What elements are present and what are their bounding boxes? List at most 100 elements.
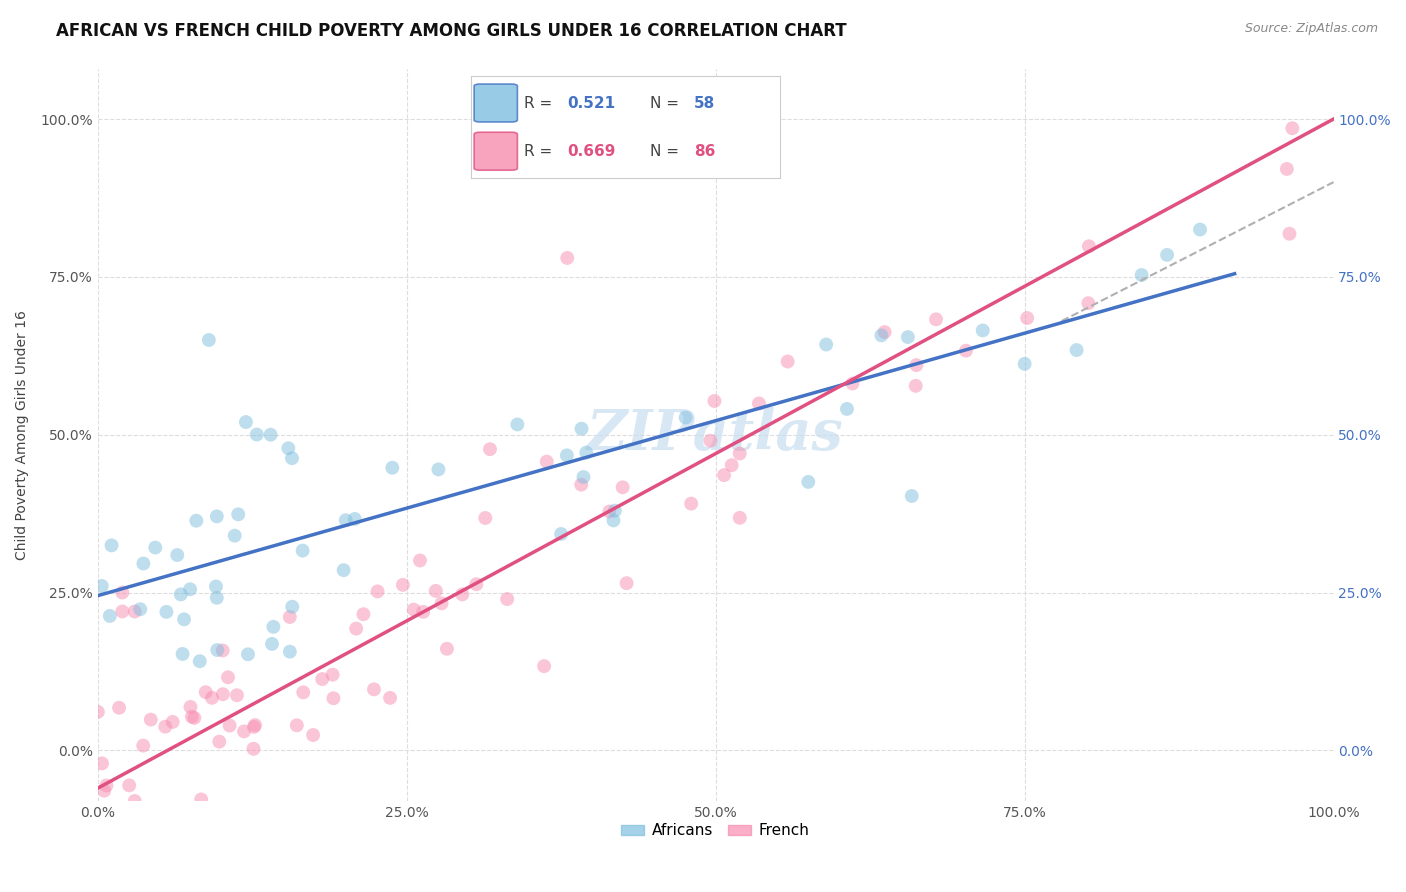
Point <box>186 514 208 528</box>
Point <box>402 602 425 616</box>
Text: N =: N = <box>651 96 685 111</box>
Point <box>124 605 146 619</box>
Point <box>675 410 697 425</box>
Text: 58: 58 <box>693 96 716 111</box>
Text: 86: 86 <box>693 145 716 160</box>
Point <box>427 462 450 476</box>
Point <box>430 596 453 610</box>
Point <box>1278 227 1301 241</box>
Point <box>392 578 415 592</box>
Point <box>212 687 235 701</box>
Point <box>603 503 626 517</box>
Point <box>612 480 634 494</box>
Point <box>322 667 344 681</box>
Point <box>720 458 742 473</box>
Point <box>728 446 751 460</box>
Point <box>201 690 224 705</box>
Point <box>138 807 160 822</box>
Point <box>451 587 474 601</box>
Text: 0.669: 0.669 <box>567 145 616 160</box>
Point <box>1014 357 1036 371</box>
Point <box>111 585 134 599</box>
Point <box>155 605 177 619</box>
Point <box>108 700 131 714</box>
Point <box>246 427 269 442</box>
Point <box>367 584 389 599</box>
Point <box>555 251 578 265</box>
Point <box>118 778 141 792</box>
Point <box>291 543 314 558</box>
Point <box>409 553 432 567</box>
Point <box>190 792 212 806</box>
Text: ZIPatlas: ZIPatlas <box>588 408 844 462</box>
Legend: Africans, French: Africans, French <box>614 817 815 845</box>
Point <box>139 713 162 727</box>
Point <box>235 415 257 429</box>
Point <box>1066 343 1088 357</box>
Point <box>311 672 333 686</box>
Point <box>536 455 558 469</box>
Point <box>904 379 927 393</box>
Point <box>478 442 501 457</box>
Point <box>841 376 863 391</box>
FancyBboxPatch shape <box>474 84 517 122</box>
Point <box>955 343 977 358</box>
Point <box>172 647 194 661</box>
Point <box>728 511 751 525</box>
Point <box>797 475 820 489</box>
Point <box>205 591 228 605</box>
Text: R =: R = <box>523 96 557 111</box>
Point <box>242 741 264 756</box>
Point <box>278 610 301 624</box>
Point <box>343 512 366 526</box>
Point <box>93 783 115 797</box>
Point <box>243 720 266 734</box>
Point <box>1189 222 1212 236</box>
Text: N =: N = <box>651 145 685 160</box>
Text: 0.521: 0.521 <box>567 96 614 111</box>
Point <box>425 583 447 598</box>
Point <box>224 528 246 542</box>
Point <box>91 756 114 771</box>
Text: AFRICAN VS FRENCH CHILD POVERTY AMONG GIRLS UNDER 16 CORRELATION CHART: AFRICAN VS FRENCH CHILD POVERTY AMONG GI… <box>56 22 846 40</box>
Point <box>96 779 118 793</box>
Point <box>335 513 357 527</box>
Point <box>285 718 308 732</box>
Point <box>575 445 598 459</box>
Point <box>436 641 458 656</box>
Point <box>703 394 725 409</box>
Point <box>699 434 721 448</box>
Point <box>571 422 593 436</box>
Point <box>835 401 858 416</box>
Point <box>569 477 592 491</box>
Point <box>281 451 304 466</box>
Point <box>236 648 259 662</box>
Point <box>129 602 152 616</box>
Point <box>1077 296 1099 310</box>
Point <box>598 504 620 518</box>
Point <box>344 622 367 636</box>
Point <box>1275 161 1298 176</box>
Point <box>226 688 249 702</box>
Point <box>179 699 201 714</box>
Point <box>233 724 256 739</box>
Point <box>378 690 401 705</box>
Point <box>180 710 202 724</box>
Point <box>259 427 281 442</box>
Point <box>292 685 315 699</box>
Point <box>533 659 555 673</box>
Point <box>681 497 703 511</box>
Point <box>897 330 920 344</box>
Point <box>124 794 146 808</box>
Point <box>139 805 162 820</box>
Point <box>226 508 249 522</box>
Point <box>281 599 304 614</box>
Point <box>900 489 922 503</box>
Point <box>278 645 301 659</box>
Point <box>332 563 354 577</box>
Point <box>474 511 496 525</box>
Point <box>353 607 375 622</box>
Point <box>381 460 404 475</box>
Point <box>205 509 228 524</box>
Point <box>277 442 299 456</box>
